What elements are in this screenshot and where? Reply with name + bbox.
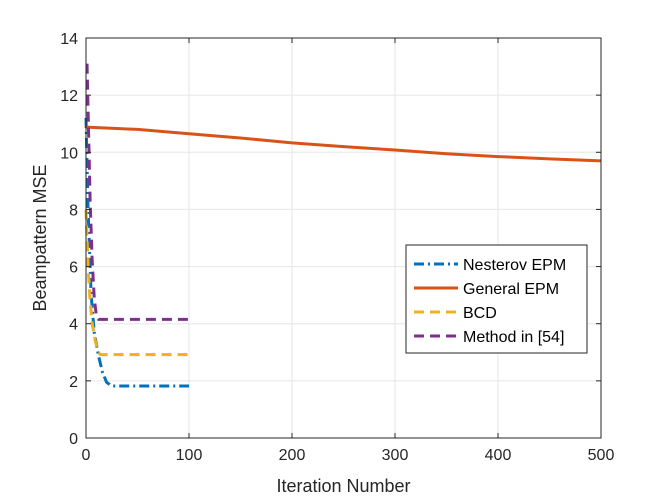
y-tick-label: 8 (69, 202, 78, 219)
series-line-4 (85, 63, 189, 321)
y-tick-label: 6 (69, 260, 78, 277)
y-tick-label: 14 (60, 31, 78, 48)
legend-label-1: Nesterov EPM (463, 257, 566, 274)
x-tick-label: 0 (82, 447, 91, 464)
series-line-2 (85, 125, 602, 163)
y-axis-label: Beampattern MSE (30, 164, 50, 311)
x-tick-label: 400 (485, 447, 512, 464)
axes (85, 37, 602, 439)
y-tick-label: 0 (69, 431, 78, 448)
legend: Nesterov EPM General EPM BCD Method in [54] (405, 244, 588, 354)
y-tick-label: 10 (60, 145, 78, 162)
plot-background (86, 38, 601, 438)
x-tick-label: 200 (279, 447, 306, 464)
legend-label-4: Method in [54] (463, 329, 564, 346)
y-tick-label: 12 (60, 88, 78, 105)
series-line-3 (84, 209, 189, 357)
x-tick-label: 100 (176, 447, 203, 464)
legend-label-3: BCD (463, 305, 497, 322)
tick-labels: 0 100 200 300 400 500 0 2 4 6 8 10 12 14 (60, 31, 614, 464)
y-tick-label: 4 (69, 317, 78, 334)
x-tick-label: 300 (382, 447, 409, 464)
y-tick-label: 2 (69, 374, 78, 391)
grid-lines (85, 37, 602, 439)
x-axis-label: Iteration Number (276, 476, 410, 496)
x-tick-label: 500 (588, 447, 615, 464)
axes-box (85, 37, 602, 439)
legend-label-2: General EPM (463, 281, 559, 298)
